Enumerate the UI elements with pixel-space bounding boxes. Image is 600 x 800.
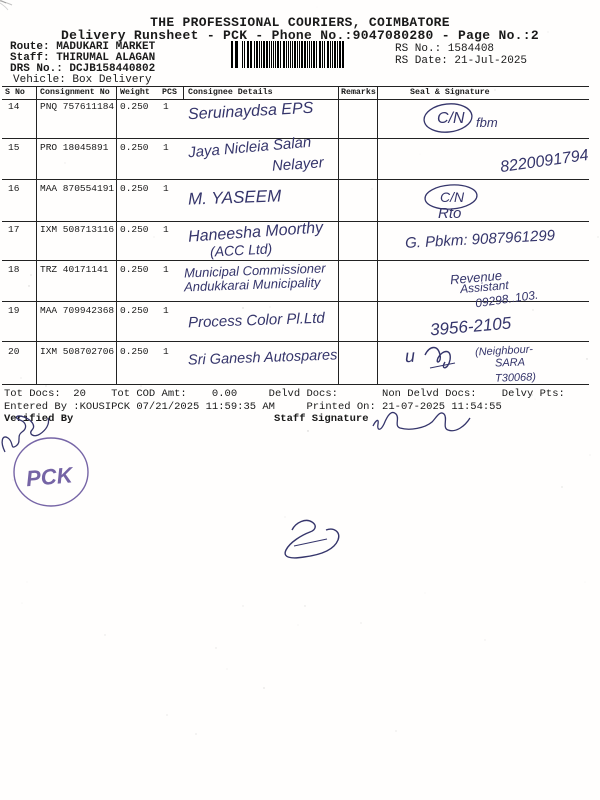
svg-text:fbm: fbm [476, 115, 498, 130]
svg-text:Rto: Rto [438, 205, 461, 221]
svg-text:C/N: C/N [437, 110, 465, 127]
svg-text:PCK: PCK [25, 462, 76, 491]
svg-text:C/N: C/N [440, 189, 465, 205]
